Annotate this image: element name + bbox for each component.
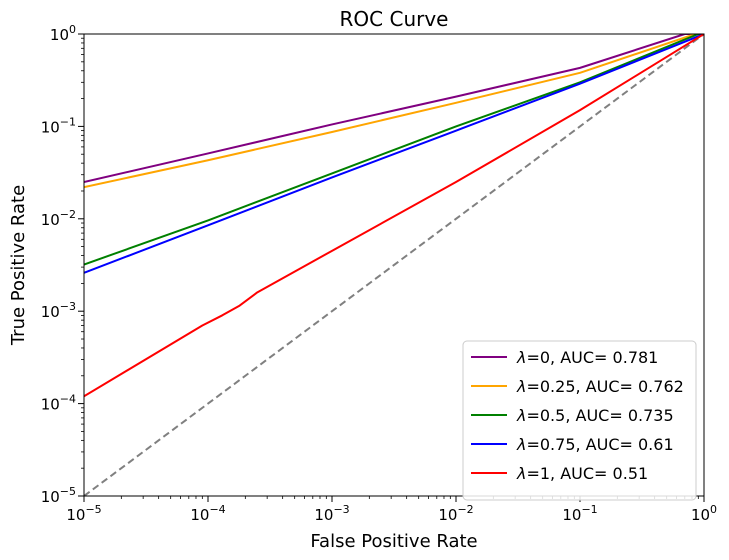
x-tick-label: 10−3 — [314, 503, 349, 524]
legend-entry-label: λ=1, AUC= 0.51 — [516, 464, 648, 483]
y-tick-label: 10−1 — [41, 115, 76, 136]
legend-box — [462, 340, 697, 501]
series-line-1 — [84, 34, 704, 189]
y-axis-label: True Positive Rate — [8, 185, 29, 346]
x-tick-label: 10−2 — [438, 503, 473, 524]
y-tick-label: 10−3 — [41, 300, 76, 321]
x-tick-label: 100 — [691, 503, 717, 524]
series-line-2 — [84, 34, 704, 266]
y-tick-label: 10−2 — [41, 208, 76, 229]
plot-area — [84, 34, 704, 496]
x-axis-label: False Positive Rate — [310, 531, 477, 552]
legend-entry-label: λ=0, AUC= 0.781 — [516, 348, 658, 367]
chart-title: ROC Curve — [340, 7, 449, 31]
legend-entry-label: λ=0.25, AUC= 0.762 — [516, 377, 684, 396]
x-tick-label: 10−4 — [190, 503, 225, 524]
y-tick-label: 100 — [50, 23, 76, 44]
series-line-4 — [84, 34, 704, 398]
tick-labels: 10−5 10−4 10−3 10−2 10−1 100 10−5 10−4 10−3 10−2 1… — [41, 23, 717, 524]
legend-entry-label: λ=0.5, AUC= 0.735 — [516, 406, 674, 425]
x-tick-label: 10−1 — [562, 503, 597, 524]
x-tick-label: 10−5 — [66, 503, 101, 524]
series-line-3 — [84, 34, 704, 274]
y-tick-label: 10−4 — [41, 393, 76, 414]
series-line-0 — [84, 34, 704, 184]
plot-frame — [83, 33, 705, 497]
y-tick-label: 10−5 — [41, 485, 76, 506]
legend: λ=0, AUC= 0.781 λ=0.25, AUC= 0.762 λ=0.5, … — [462, 340, 697, 501]
legend-entry-label: λ=0.75, AUC= 0.61 — [516, 435, 674, 454]
chance-diagonal-line — [84, 34, 704, 496]
